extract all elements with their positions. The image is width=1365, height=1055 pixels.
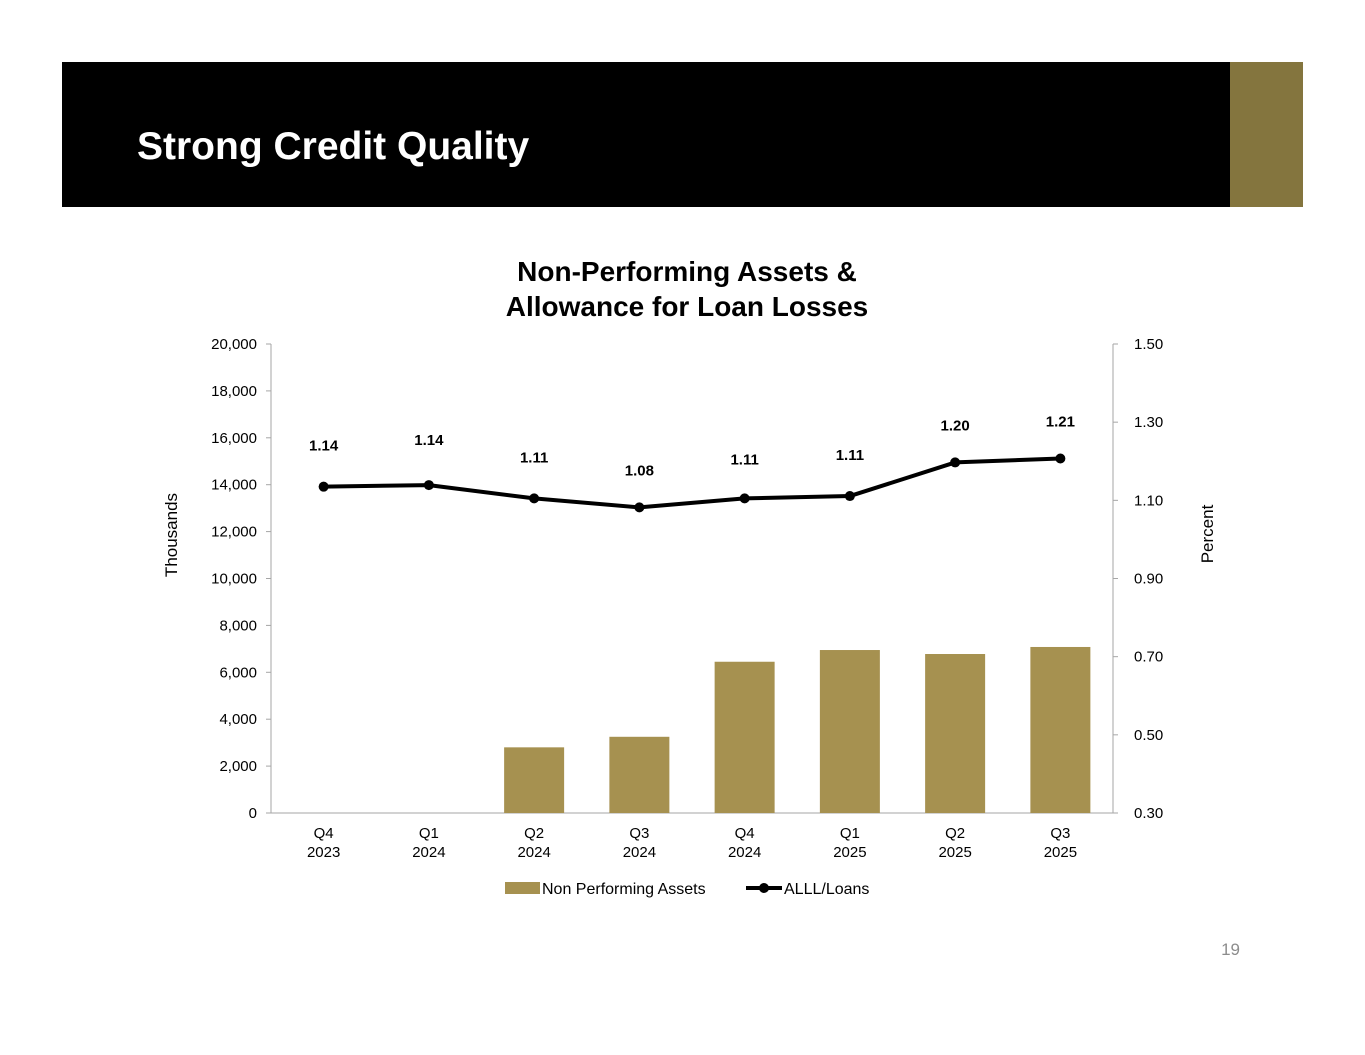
alll-data-label: 1.14 (414, 432, 444, 449)
title-banner (62, 62, 1230, 207)
right-tick-label: 1.30 (1134, 414, 1163, 431)
left-tick-label: 4,000 (219, 711, 257, 728)
left-tick-label: 12,000 (211, 524, 257, 541)
left-tick-label: 10,000 (211, 571, 257, 588)
alll-point (529, 493, 540, 504)
left-tick-label: 6,000 (219, 664, 257, 681)
x-tick-label: Q4 (314, 825, 334, 842)
x-tick-label: 2025 (1044, 844, 1077, 861)
x-tick-label: Q3 (629, 825, 649, 842)
x-tick-label: 2024 (412, 844, 445, 861)
alll-data-label: 1.20 (941, 417, 970, 434)
x-tick-label: Q2 (945, 825, 965, 842)
x-tick-label: 2024 (623, 844, 656, 861)
alll-point (423, 480, 434, 491)
legend-label-npa: Non Performing Assets (542, 881, 706, 898)
right-tick-label: 1.50 (1134, 336, 1163, 353)
alll-data-label: 1.11 (836, 447, 864, 464)
alll-data-label: 1.21 (1046, 414, 1075, 431)
npa-bar (609, 736, 670, 813)
legend-label-alll: ALLL/Loans (784, 881, 869, 898)
left-tick-label: 8,000 (219, 617, 257, 634)
right-tick-label: 0.50 (1134, 727, 1163, 744)
x-tick-label: Q2 (524, 825, 544, 842)
x-tick-label: 2024 (728, 844, 761, 861)
npa-bar (1030, 646, 1091, 813)
right-tick-label: 0.30 (1134, 805, 1163, 822)
left-tick-label: 2,000 (219, 758, 257, 775)
alll-data-label: 1.11 (730, 451, 758, 468)
alll-point (318, 481, 329, 492)
alll-point (1055, 453, 1066, 464)
left-tick-label: 20,000 (211, 336, 257, 353)
left-tick-label: 18,000 (211, 383, 257, 400)
npa-bar (819, 650, 880, 813)
x-tick-label: Q1 (419, 825, 439, 842)
left-tick-label: 0 (249, 805, 257, 822)
x-tick-label: 2023 (307, 844, 340, 861)
left-tick-label: 16,000 (211, 430, 257, 447)
x-tick-label: 2025 (833, 844, 866, 861)
right-tick-label: 1.10 (1134, 492, 1163, 509)
alll-point (634, 502, 645, 513)
alll-point (739, 493, 750, 504)
page-number: 19 (1221, 940, 1240, 959)
right-tick-label: 0.70 (1134, 649, 1163, 666)
x-tick-label: 2024 (517, 844, 550, 861)
npa-bar (925, 654, 986, 813)
banner-accent-block (1230, 62, 1303, 207)
legend-swatch-npa (505, 882, 540, 894)
alll-data-label: 1.08 (625, 462, 654, 479)
npa-bar (714, 661, 775, 813)
alll-data-label: 1.14 (309, 438, 339, 455)
npa-bar (504, 747, 565, 813)
x-tick-label: Q4 (735, 825, 755, 842)
legend-swatch-alll-marker (759, 883, 769, 893)
alll-point (950, 457, 961, 468)
right-tick-label: 0.90 (1134, 571, 1163, 588)
alll-data-label: 1.11 (520, 449, 548, 466)
chart-title-line: Allowance for Loan Losses (506, 291, 869, 322)
alll-line (323, 456, 1061, 510)
left-tick-label: 14,000 (211, 477, 257, 494)
right-axis-title: Percent (1198, 504, 1217, 563)
left-axis-title: Thousands (162, 493, 181, 577)
alll-point (844, 491, 855, 502)
x-tick-label: Q1 (840, 825, 860, 842)
x-tick-label: Q3 (1050, 825, 1070, 842)
x-tick-label: 2025 (938, 844, 971, 861)
chart-title-line: Non-Performing Assets & (517, 256, 857, 287)
slide-title: Strong Credit Quality (137, 125, 530, 168)
